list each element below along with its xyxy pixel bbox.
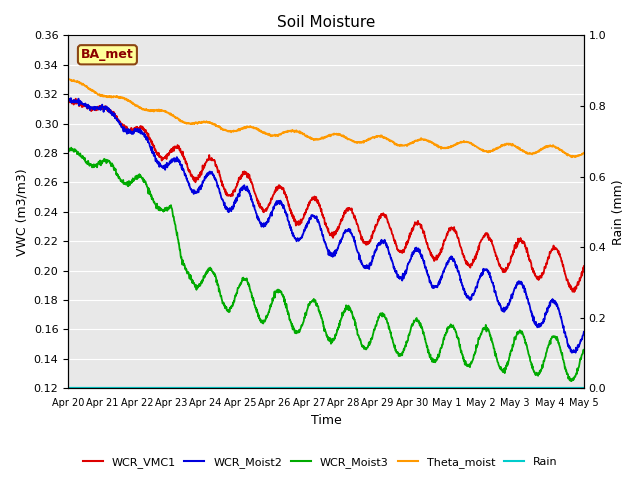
Y-axis label: Rain (mm): Rain (mm) [612,179,625,245]
Title: Soil Moisture: Soil Moisture [277,15,375,30]
Y-axis label: VWC (m3/m3): VWC (m3/m3) [15,168,28,256]
Text: BA_met: BA_met [81,48,134,61]
Legend: WCR_VMC1, WCR_Moist2, WCR_Moist3, Theta_moist, Rain: WCR_VMC1, WCR_Moist2, WCR_Moist3, Theta_… [78,452,562,472]
X-axis label: Time: Time [310,414,341,427]
